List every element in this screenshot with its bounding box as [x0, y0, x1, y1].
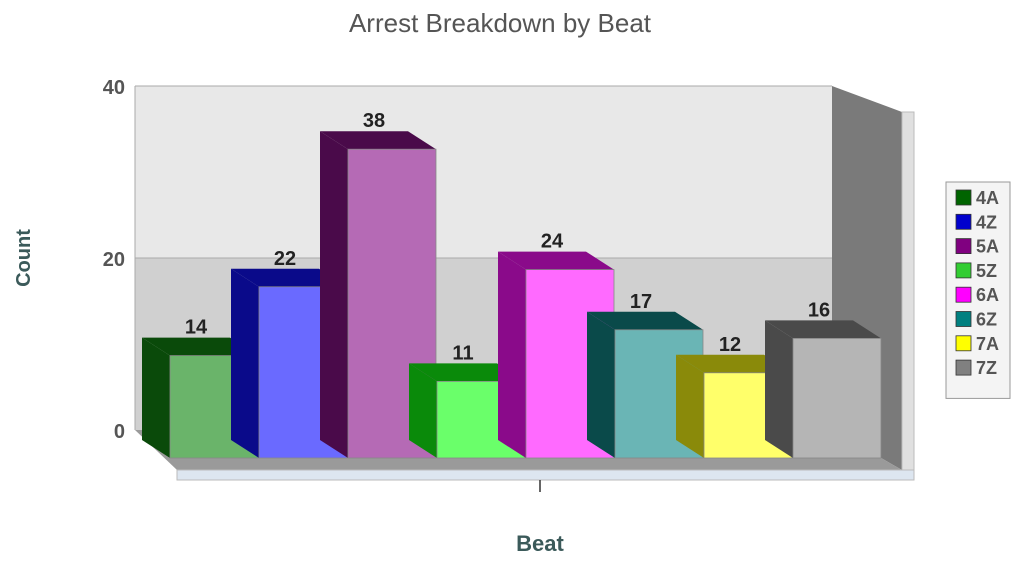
bar-side	[676, 354, 704, 458]
data-label: 14	[185, 317, 208, 339]
data-label: 12	[719, 334, 741, 356]
bar-top	[498, 251, 614, 270]
bars-group	[142, 131, 882, 459]
legend-swatch	[955, 335, 972, 352]
legend-label: 5Z	[976, 261, 997, 281]
data-label: 24	[541, 231, 564, 253]
data-label: 38	[363, 110, 385, 132]
bar-side	[142, 337, 170, 458]
legend-swatch	[955, 213, 972, 230]
y-axis-ticks: 0 20 40	[103, 77, 125, 443]
x-axis-label: Beat	[516, 531, 564, 556]
plot-side-edge	[901, 111, 915, 477]
bar-top	[587, 311, 703, 330]
legend-swatch	[955, 189, 972, 206]
y-tick-label: 40	[103, 77, 125, 99]
legend-label: 7Z	[976, 358, 997, 378]
legend: 4A 4Z 5A 5Z 6A 6Z 7A 7Z	[945, 181, 1011, 399]
legend-swatch	[955, 359, 972, 376]
y-axis-label: Count	[13, 229, 35, 287]
legend-swatch	[955, 286, 972, 303]
y-tick-label: 0	[114, 421, 125, 443]
legend-label: 7A	[976, 334, 999, 354]
bar-top	[320, 131, 436, 150]
bar-top	[409, 363, 525, 382]
plot-floor-edge	[176, 469, 915, 481]
bar-side	[409, 363, 437, 458]
data-label: 11	[452, 342, 473, 364]
legend-swatch	[955, 311, 972, 327]
bar-top	[142, 337, 258, 356]
data-label: 17	[630, 291, 652, 313]
y-tick-label: 20	[103, 249, 125, 271]
legend-label: 5A	[976, 237, 999, 257]
data-label: 22	[274, 248, 296, 270]
bar-side	[587, 311, 615, 458]
data-label: 16	[808, 299, 830, 321]
legend-label: 4Z	[976, 212, 997, 232]
legend-label: 4A	[976, 188, 999, 208]
bar-top	[231, 268, 347, 287]
data-labels-group: 14 22 38 11 24 17 12 16	[185, 110, 830, 364]
legend-label: 6Z	[976, 310, 997, 330]
legend-swatch	[955, 238, 972, 255]
legend-swatch	[955, 262, 972, 279]
legend-label: 6A	[976, 285, 999, 305]
chart-title: Arrest Breakdown by Beat	[349, 8, 652, 38]
bar-side	[498, 251, 526, 458]
bar-side	[231, 268, 259, 458]
bar-top	[765, 320, 881, 339]
bar	[792, 337, 882, 459]
bar-side	[320, 131, 348, 458]
bar-top	[676, 354, 792, 373]
bar-side	[765, 320, 793, 458]
